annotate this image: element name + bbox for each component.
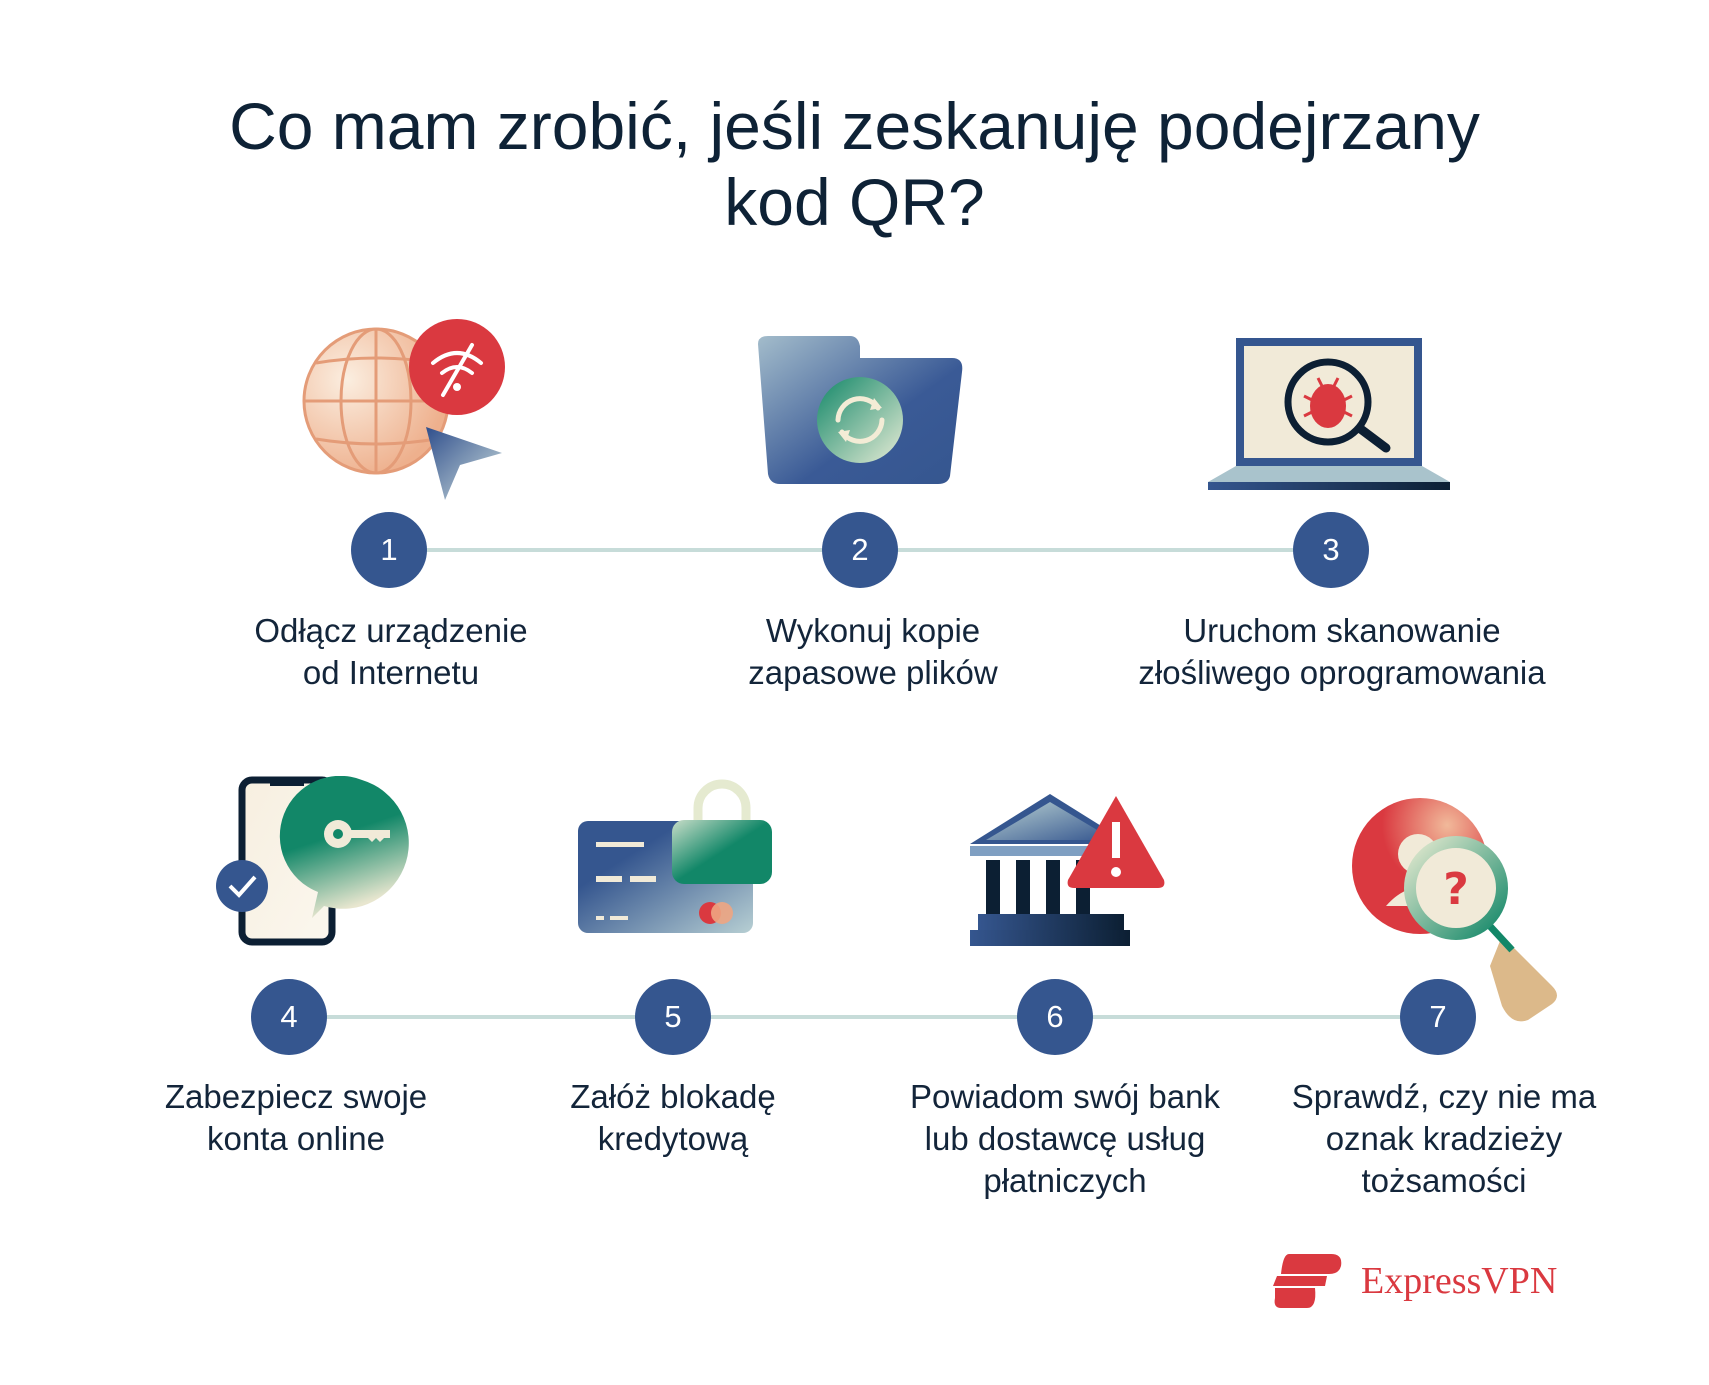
step-label-5: Załóż blokadę kredytową — [483, 1076, 863, 1160]
step-label-3: Uruchom skanowanie złośliwego oprogramow… — [1102, 610, 1582, 694]
step-label-line: Zabezpiecz swoje — [164, 1078, 428, 1115]
step-number-7: 7 — [1400, 979, 1476, 1055]
svg-text:?: ? — [1443, 864, 1469, 915]
step-label-line: Wykonuj kopie — [765, 612, 981, 649]
step-number-4: 4 — [251, 979, 327, 1055]
step-label-line: oznak kradzieży — [1325, 1120, 1563, 1157]
step-label-line: od Internetu — [302, 654, 480, 691]
brand-name: ExpressVPN — [1361, 1260, 1558, 1302]
step-label-line: Odłącz urządzenie — [254, 612, 528, 649]
expressvpn-logo-mark-icon — [1273, 1254, 1342, 1308]
step-number-5: 5 — [635, 979, 711, 1055]
step-number-6: 6 — [1017, 979, 1093, 1055]
step-number-1: 1 — [351, 512, 427, 588]
bank-warning-icon — [970, 794, 1165, 946]
step-label-line: płatniczych — [983, 1162, 1147, 1199]
step-label-line: złośliwego oprogramowania — [1138, 654, 1546, 691]
expressvpn-logo: ExpressVPN — [1271, 1252, 1557, 1310]
identity-magnifier-icon: ? — [1352, 798, 1557, 1022]
step-label-6: Powiadom swój bank lub dostawcę usług pł… — [875, 1076, 1255, 1202]
step-label-line: konta online — [207, 1120, 385, 1157]
step-label-line: lub dostawcę usług — [924, 1120, 1206, 1157]
step-label-1: Odłącz urządzenie od Internetu — [201, 610, 581, 694]
globe-wifi-off-icon — [302, 319, 505, 500]
step-label-4: Zabezpiecz swoje konta online — [106, 1076, 486, 1160]
step-label-line: Sprawdź, czy nie ma — [1291, 1078, 1597, 1115]
step-label-line: Uruchom skanowanie — [1183, 612, 1501, 649]
step-label-line: Powiadom swój bank — [910, 1078, 1220, 1115]
page-title: Co mam zrobić, jeśli zeskanuję podejrzan… — [229, 89, 1480, 239]
step-label-line: zapasowe plików — [748, 654, 998, 691]
credit-card-lock-icon — [578, 779, 772, 933]
step-number-3: 3 — [1293, 512, 1369, 588]
laptop-bug-scan-icon — [1208, 338, 1450, 490]
step-number-2: 2 — [822, 512, 898, 588]
step-label-7: Sprawdź, czy nie ma oznak kradzieży tożs… — [1254, 1076, 1634, 1202]
timeline-connector-row2 — [289, 1015, 1438, 1019]
step-label-2: Wykonuj kopie zapasowe plików — [683, 610, 1063, 694]
step-label-line: tożsamości — [1361, 1162, 1527, 1199]
step-label-line: kredytową — [597, 1120, 749, 1157]
folder-sync-icon — [758, 336, 963, 484]
step-label-line: Załóż blokadę — [570, 1078, 776, 1115]
phone-key-icon — [216, 776, 409, 946]
